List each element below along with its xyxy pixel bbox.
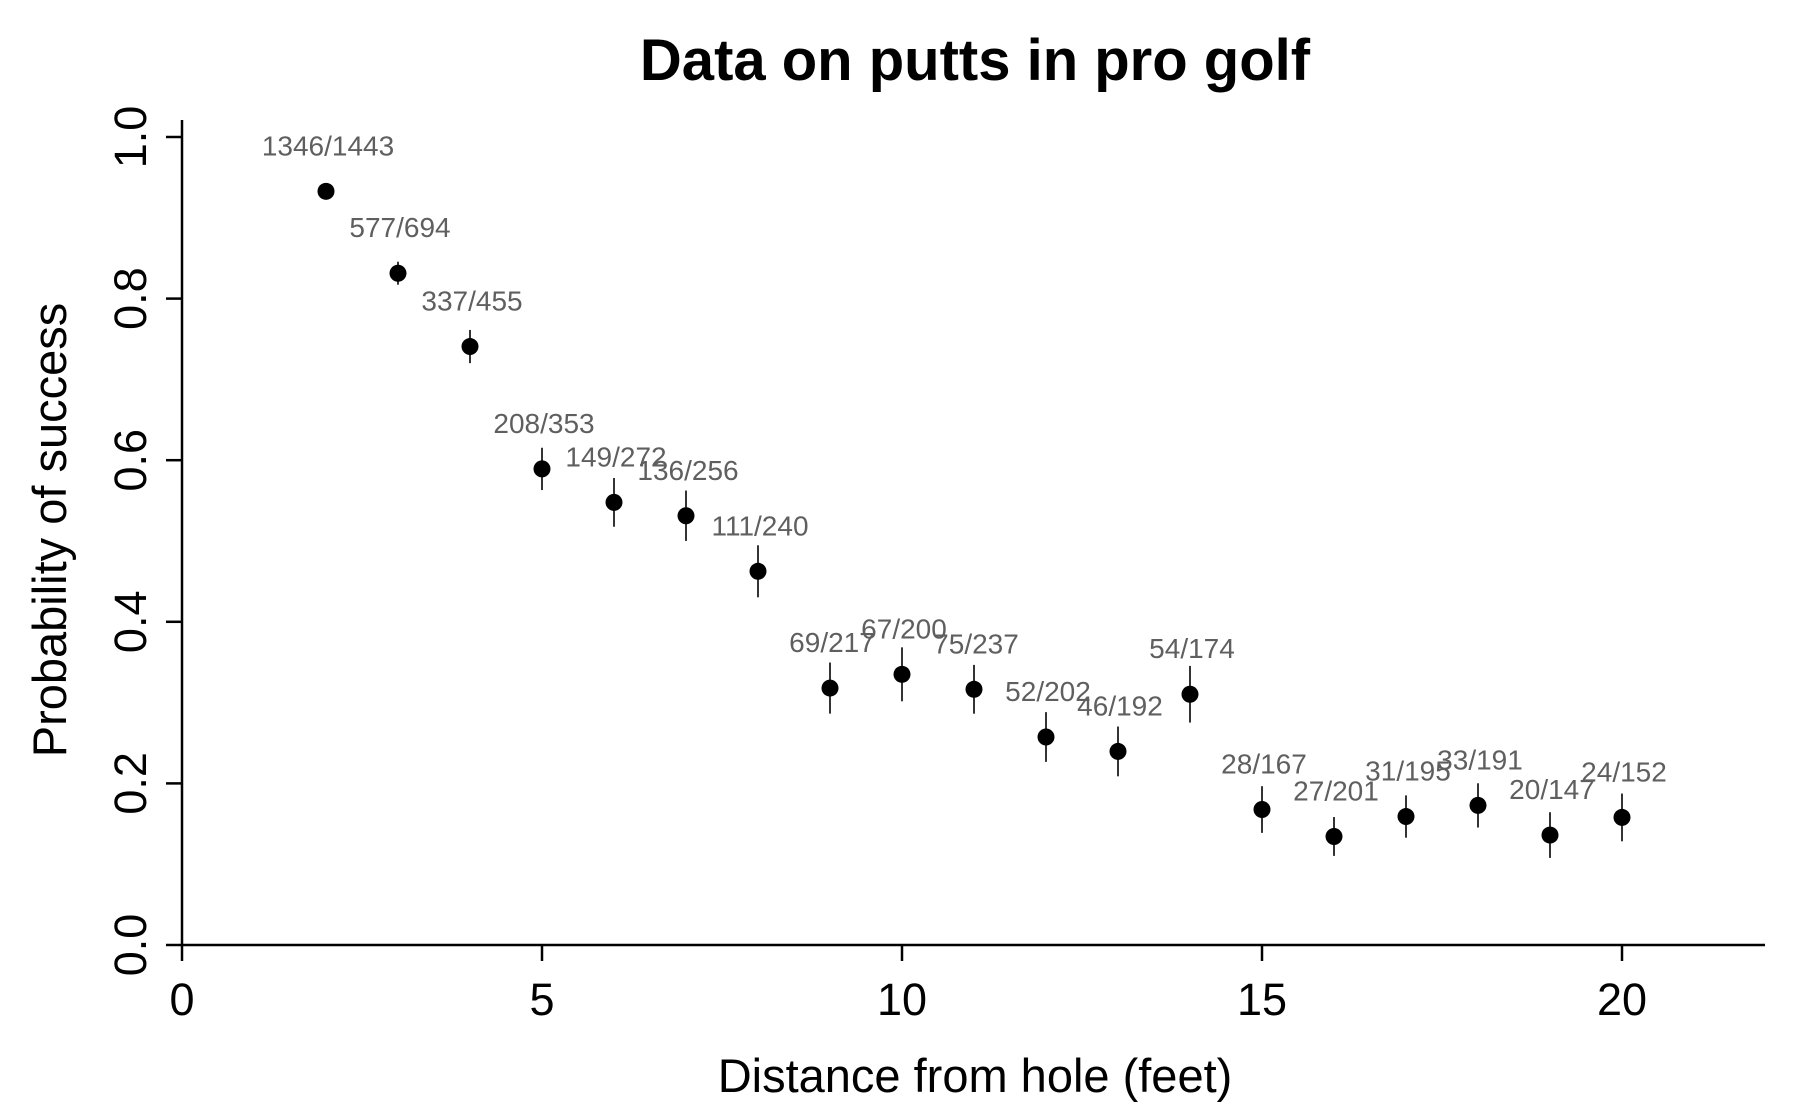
x-tick-label: 10 xyxy=(877,974,927,1025)
point-label: 24/152 xyxy=(1581,756,1667,787)
data-point xyxy=(533,460,551,478)
y-axis-label: Probability of success xyxy=(23,303,76,758)
point-label: 52/202 xyxy=(1005,676,1091,707)
data-points: 1346/1443 577/694 337/455 208/353149/272136… xyxy=(262,130,1667,858)
data-point xyxy=(1469,796,1487,814)
data-point xyxy=(1037,728,1055,746)
data-point xyxy=(605,493,623,511)
x-tick-label: 5 xyxy=(529,974,554,1025)
data-point xyxy=(1325,827,1343,845)
point-label: 33/191 xyxy=(1437,744,1523,775)
data-point xyxy=(1253,801,1271,819)
data-point xyxy=(317,182,335,200)
data-point xyxy=(461,338,479,356)
y-tick-label: 1.0 xyxy=(105,106,156,169)
point-label: 1346/1443 xyxy=(262,130,394,161)
data-point xyxy=(677,507,695,525)
data-point xyxy=(1181,685,1199,703)
point-label: 28/167 xyxy=(1221,749,1307,780)
point-label: 111/240 xyxy=(711,510,808,541)
point-label: 337/455 xyxy=(421,286,522,317)
data-point xyxy=(749,562,767,580)
data-point xyxy=(389,264,407,282)
x-axis-label: Distance from hole (feet) xyxy=(718,1049,1233,1102)
point-label: 27/201 xyxy=(1293,775,1379,806)
point-label: 75/237 xyxy=(933,628,1019,659)
point-label: 54/174 xyxy=(1149,633,1235,664)
point-label: 69/217 xyxy=(789,627,875,658)
point-label: 67/200 xyxy=(861,613,947,644)
y-tick-label: 0.8 xyxy=(105,267,156,330)
point-label: 149/272 xyxy=(565,441,666,472)
data-point xyxy=(1397,808,1415,826)
y-tick-label: 0.0 xyxy=(105,914,156,977)
data-point xyxy=(1541,826,1559,844)
data-point xyxy=(965,680,983,698)
data-point xyxy=(893,665,911,683)
point-label: 136/256 xyxy=(637,455,738,486)
point-label: 20/147 xyxy=(1509,774,1595,805)
point-label: 31/195 xyxy=(1365,756,1451,787)
point-label: 46/192 xyxy=(1077,690,1163,721)
point-label: 577/694 xyxy=(349,212,450,243)
data-point xyxy=(1109,742,1127,760)
chart-title: Data on putts in pro golf xyxy=(640,28,1311,93)
axis-ticks: 0 5 10 15 20 0.0 0.2 0.4 0.6 0.8 1.0 xyxy=(105,106,1647,1025)
data-point xyxy=(821,679,839,697)
y-tick-label: 0.2 xyxy=(105,752,156,815)
x-tick-label: 0 xyxy=(169,974,194,1025)
data-point xyxy=(1613,808,1631,826)
x-tick-label: 15 xyxy=(1237,974,1287,1025)
point-label: 208/353 xyxy=(493,408,594,439)
x-tick-label: 20 xyxy=(1597,974,1647,1025)
y-tick-label: 0.6 xyxy=(105,429,156,492)
y-tick-label: 0.4 xyxy=(105,591,156,654)
